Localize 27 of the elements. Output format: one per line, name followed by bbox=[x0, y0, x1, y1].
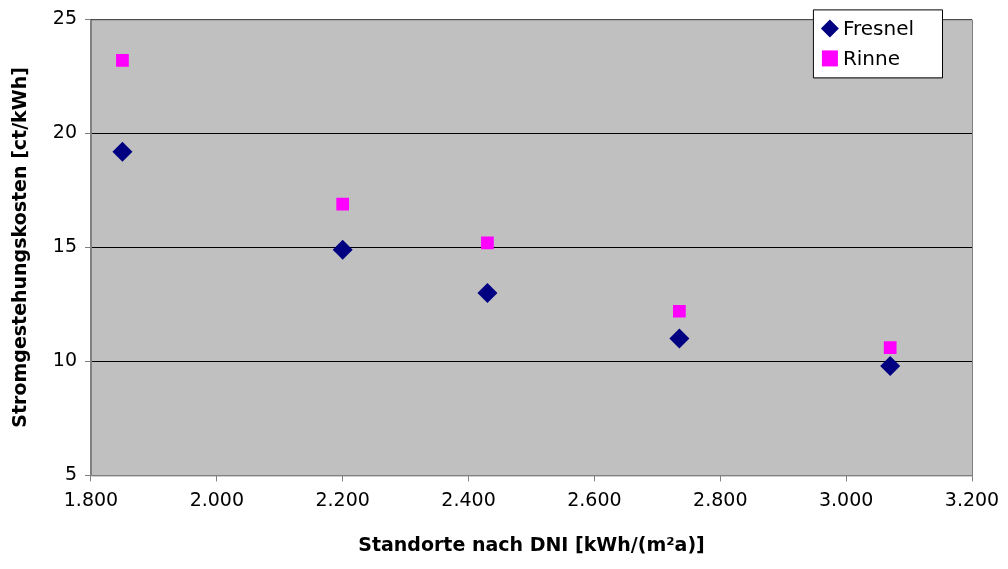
x-tick-label: 3.000 bbox=[818, 487, 874, 510]
y-tick-label: 15 bbox=[52, 234, 77, 257]
legend-label: Fresnel bbox=[842, 15, 914, 40]
x-tick-label: 2.400 bbox=[441, 487, 496, 510]
point bbox=[669, 328, 690, 349]
point bbox=[883, 341, 897, 355]
point bbox=[332, 239, 353, 260]
x-tick-label: 2.600 bbox=[567, 487, 622, 510]
point bbox=[481, 236, 494, 250]
y-tick-label: 10 bbox=[52, 348, 77, 371]
point bbox=[880, 355, 901, 376]
x-tick-label: 2.200 bbox=[315, 487, 370, 510]
point bbox=[116, 54, 129, 67]
y-tick-label: 5 bbox=[64, 462, 77, 485]
x-tick-label: 2.000 bbox=[189, 487, 245, 510]
x-tick-label: 1.800 bbox=[63, 487, 119, 510]
point bbox=[336, 197, 350, 211]
point bbox=[112, 141, 133, 162]
y-axis-title: Stromgestehungskosten [ct/kWh] bbox=[8, 67, 31, 428]
y-tick-label: 25 bbox=[52, 6, 77, 29]
x-tick-label: 3.200 bbox=[944, 487, 1000, 510]
x-axis-title: Standorte nach DNI [kWh/(m²a)] bbox=[358, 532, 705, 555]
point bbox=[673, 304, 686, 318]
x-tick-label: 2.800 bbox=[693, 487, 748, 510]
y-tick-label: 20 bbox=[52, 120, 77, 143]
point bbox=[477, 283, 498, 303]
legend-label: Rinne bbox=[842, 45, 901, 70]
